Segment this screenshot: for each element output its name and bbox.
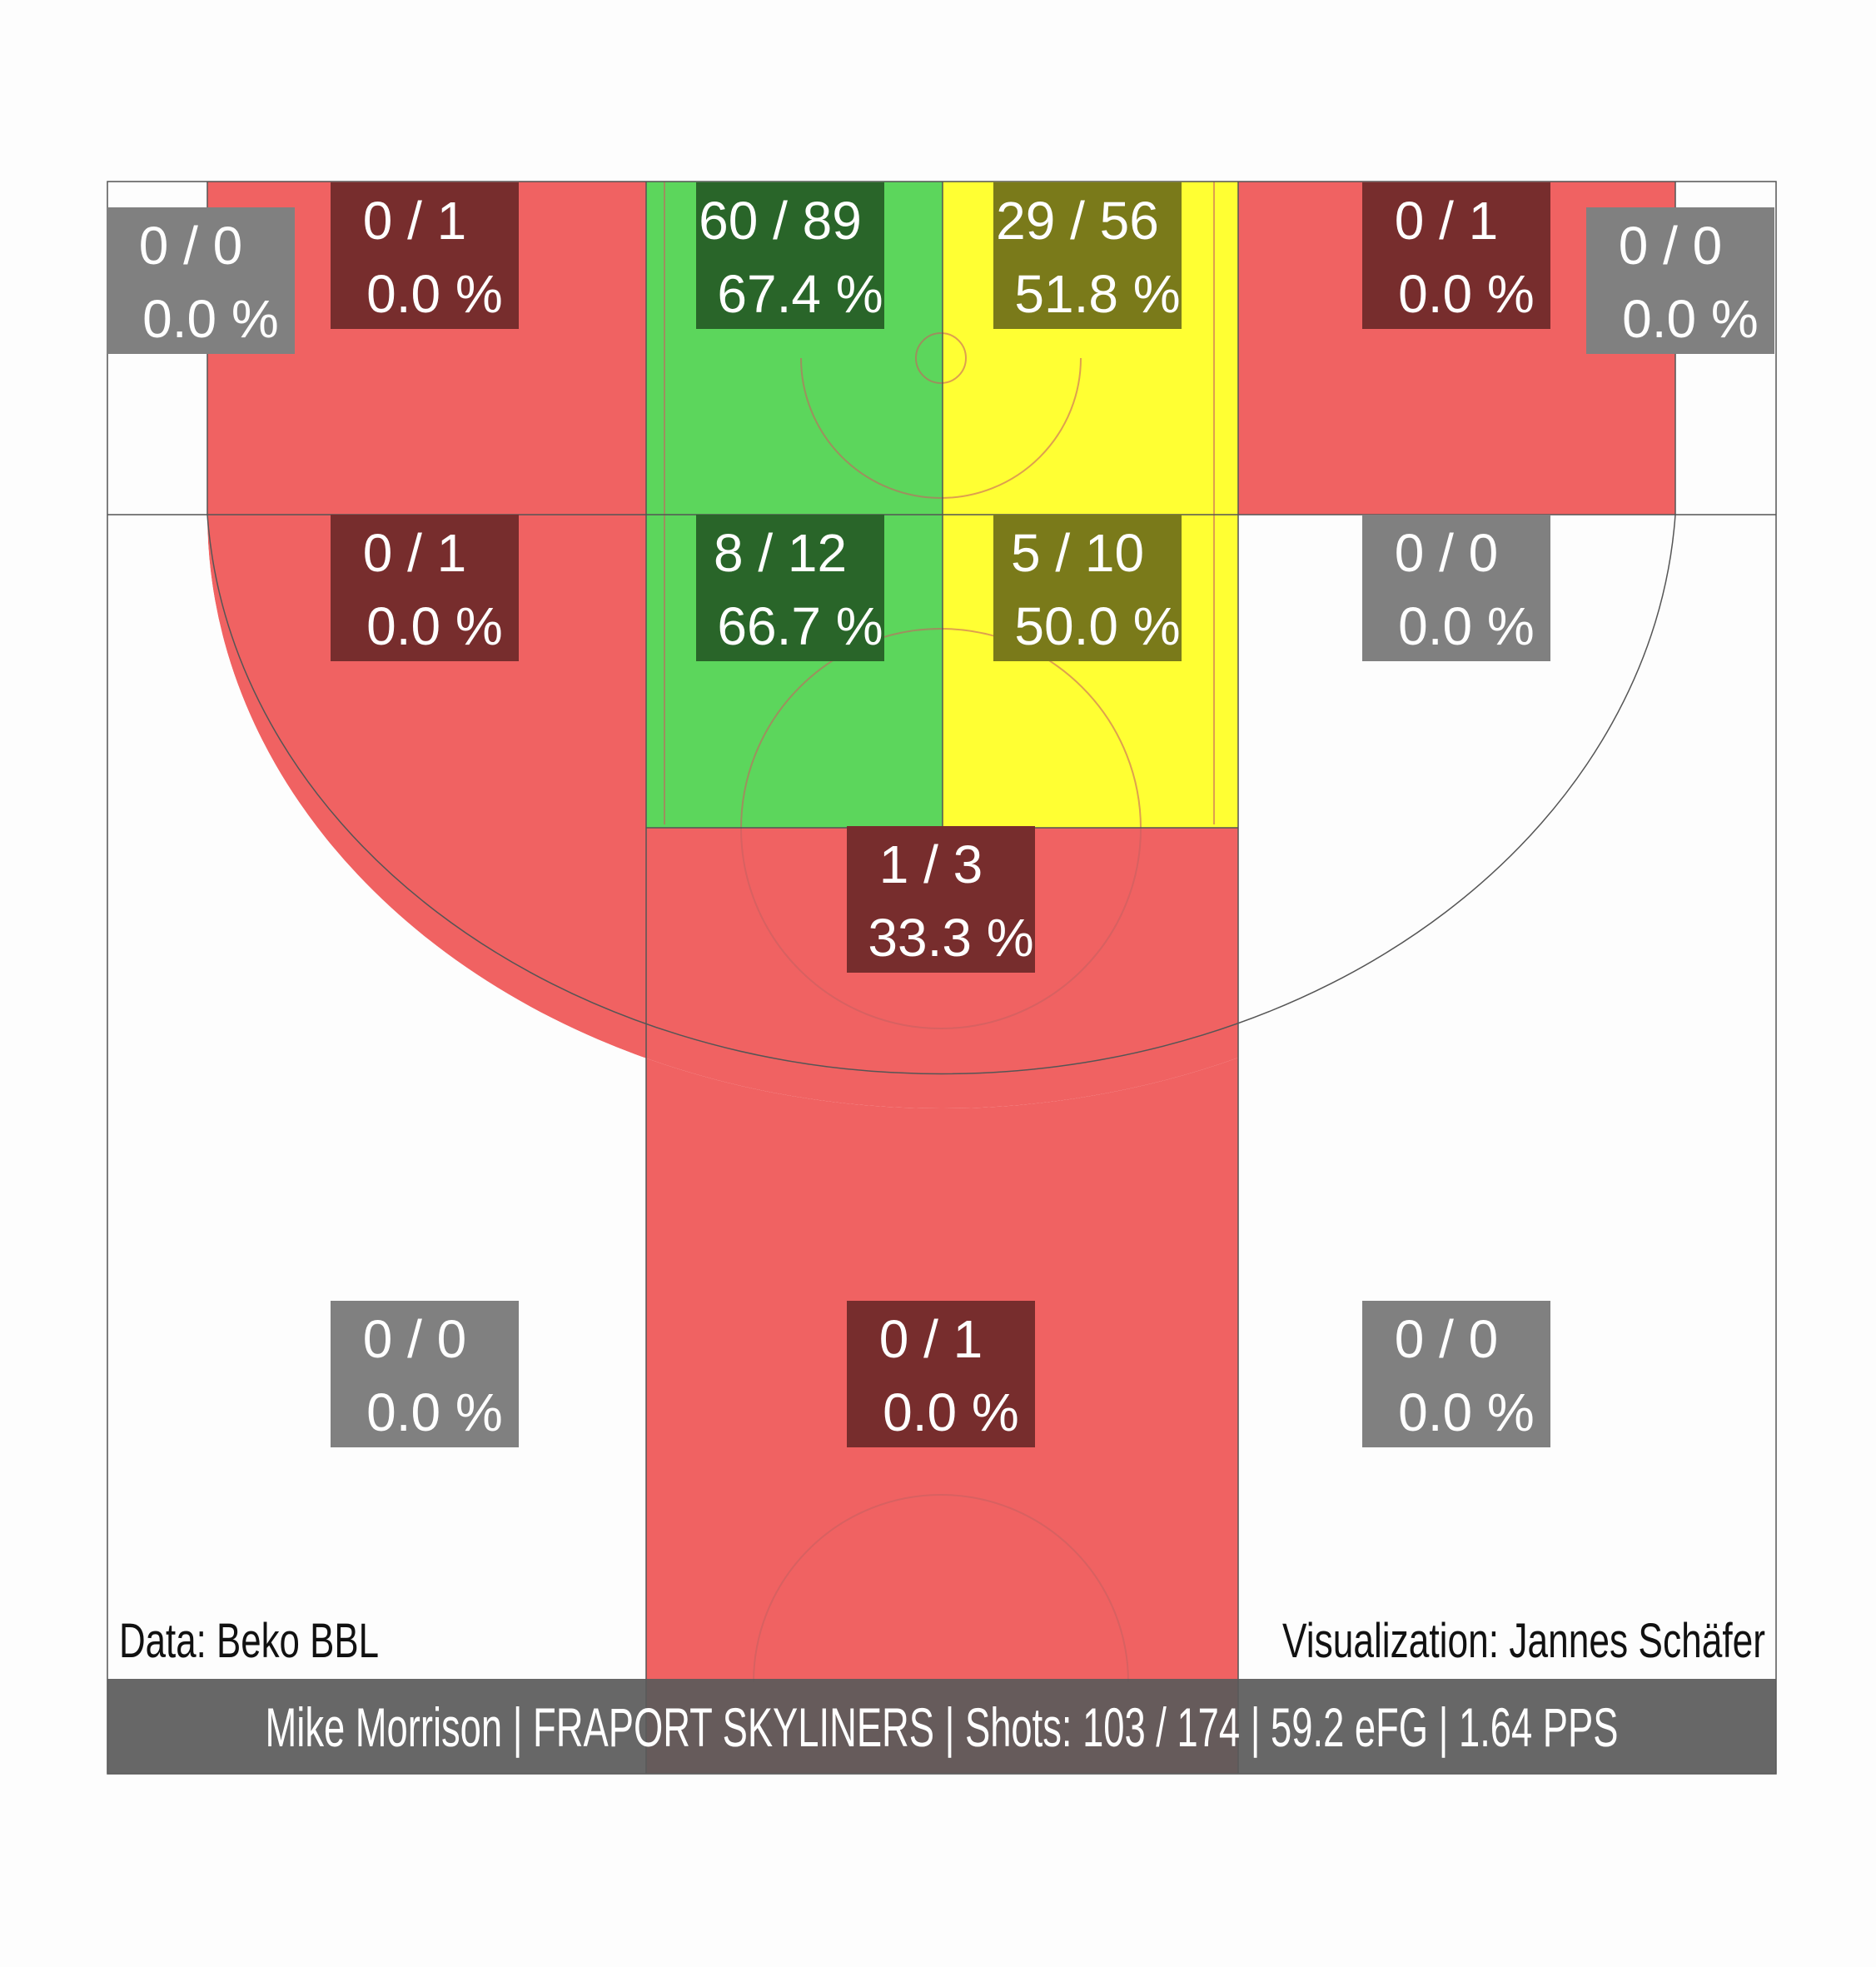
zone-percentage: 0.0 %: [1622, 289, 1759, 349]
zone-label-wing-left-three-top: 0 / 1 0.0 %: [331, 182, 519, 329]
zone-percentage: 0.0 %: [366, 596, 503, 656]
zone-label-paint-right-top: 29 / 56 51.8 %: [993, 182, 1182, 329]
zone-percentage: 0.0 %: [1398, 264, 1535, 324]
zone-label-three-right: 0 / 0 0.0 %: [1362, 1301, 1550, 1447]
zone-made-attempts: 0 / 0: [1395, 1309, 1499, 1369]
zone-label-box: [696, 515, 884, 661]
zone-label-corner-right: 0 / 0 0.0 %: [1586, 207, 1774, 354]
zone-made-attempts: 0 / 1: [1395, 191, 1499, 251]
source-note: Data: Beko BBL: [119, 1614, 379, 1668]
zone-label-box: [1362, 515, 1550, 661]
zone-label-box: [993, 515, 1182, 661]
zones-layer: [107, 182, 1776, 1774]
zone-percentage: 0.0 %: [366, 264, 503, 324]
zone-made-attempts: 0 / 1: [879, 1309, 983, 1369]
zone-made-attempts: 1 / 3: [879, 834, 983, 894]
zone-made-attempts: 29 / 56: [996, 191, 1159, 251]
zone-percentage: 51.8 %: [1014, 264, 1180, 324]
zone-label-box: [847, 1301, 1035, 1447]
zone-mid-left: [207, 515, 646, 1058]
footer-bar: [107, 1679, 1776, 1774]
zone-made-attempts: 5 / 10: [1011, 523, 1144, 583]
zone-made-attempts: 0 / 0: [1395, 523, 1499, 583]
center-circle-arc: [753, 1494, 1129, 1683]
zone-percentage: 33.3 %: [868, 908, 1033, 968]
zone-percentage: 0.0 %: [142, 289, 279, 349]
zone-label-box: [331, 515, 519, 661]
zone-made-attempts: 0 / 0: [363, 1309, 467, 1369]
labels-layer: 0 / 0 0.0 % 0 / 1 0.0 % 60 / 89 67.4 % 29 / 56…: [107, 182, 1774, 1447]
three-point-arc: [207, 514, 1676, 1075]
zone-made-attempts: 0 / 0: [139, 216, 243, 276]
zone-label-paint-left-top: 60 / 89 67.4 %: [696, 182, 884, 329]
zone-label-box: [1362, 1301, 1550, 1447]
zone-made-attempts: 8 / 12: [714, 523, 847, 583]
zone-percentage: 67.4 %: [717, 264, 883, 324]
zone-label-paint-left-mid: 8 / 12 66.7 %: [696, 515, 884, 661]
zone-label-three-left: 0 / 0 0.0 %: [331, 1301, 519, 1447]
free-throw-circle: [740, 628, 1142, 1029]
zone-label-box: [1586, 207, 1774, 354]
zone-label-box: [331, 1301, 519, 1447]
zone-label-paint-right-mid: 5 / 10 50.0 %: [993, 515, 1182, 661]
zone-wing-left-three-top: [207, 182, 646, 515]
zone-percentage: 0.0 %: [883, 1382, 1019, 1442]
zone-label-box: [993, 182, 1182, 329]
zone-wing-right-three-top: [1238, 182, 1675, 515]
zone-three-right: [1238, 515, 1776, 1774]
court-lines: [664, 182, 1215, 1683]
restricted-arc: [800, 357, 1082, 499]
zone-label-top-of-key: 1 / 3 33.3 %: [847, 826, 1035, 973]
credit-note: Visualization: Jannes Schäfer: [1282, 1614, 1765, 1668]
zone-label-box: [107, 207, 295, 354]
zone-label-mid-left: 0 / 1 0.0 %: [331, 515, 519, 661]
zone-made-attempts: 60 / 89: [699, 191, 862, 251]
zone-percentage: 0.0 %: [1398, 1382, 1535, 1442]
zone-made-attempts: 0 / 0: [1619, 216, 1723, 276]
zone-label-box: [1362, 182, 1550, 329]
zone-label-box: [696, 182, 884, 329]
zone-label-wing-right-three-top: 0 / 1 0.0 %: [1362, 182, 1550, 329]
zone-label-three-center: 0 / 1 0.0 %: [847, 1301, 1035, 1447]
zone-label-box: [331, 182, 519, 329]
zone-label-box: [847, 826, 1035, 973]
rim: [915, 332, 967, 384]
zone-mid-right: [1238, 515, 1675, 1058]
zone-percentage: 66.7 %: [717, 596, 883, 656]
zone-made-attempts: 0 / 1: [363, 191, 467, 251]
zone-percentage: 50.0 %: [1014, 596, 1180, 656]
zone-label-corner-left: 0 / 0 0.0 %: [107, 207, 295, 354]
zone-three-left: [107, 515, 646, 1774]
zone-percentage: 0.0 %: [366, 1382, 503, 1442]
zone-percentage: 0.0 %: [1398, 596, 1535, 656]
zone-label-mid-right: 0 / 0 0.0 %: [1362, 515, 1550, 661]
zone-made-attempts: 0 / 1: [363, 523, 467, 583]
footer-summary: Mike Morrison | FRAPORT SKYLINERS | Shot…: [266, 1696, 1619, 1758]
